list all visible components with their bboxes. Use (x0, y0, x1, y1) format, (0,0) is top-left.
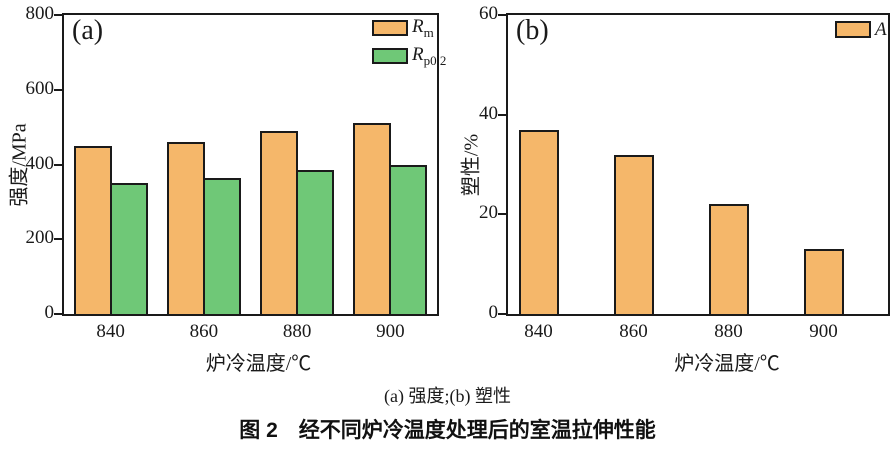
y-axis-tick (54, 238, 62, 241)
caption-subtitle: (a) 强度;(b) 塑性 (384, 386, 511, 406)
x-tick-label: 840 (96, 321, 125, 342)
x-tick-label: 900 (376, 321, 405, 342)
bar (518, 129, 559, 314)
y-tick-label: 0 (44, 302, 55, 323)
y-tick-label: 40 (479, 102, 498, 124)
caption-title: 图 2 经不同炉冷温度处理后的室温拉伸性能 (239, 419, 656, 442)
x-tick-label: 900 (809, 321, 838, 342)
y-tick-label: 200 (25, 227, 55, 249)
bar (73, 145, 112, 314)
bar (260, 130, 299, 314)
legend-item: Rm (372, 17, 446, 39)
y-tick-label: 0 (488, 302, 499, 323)
panel-label-b: (b) (516, 15, 549, 46)
legend: Rm Rp0.2 (372, 17, 446, 73)
legend-swatch (372, 19, 408, 36)
legend: A (835, 20, 887, 45)
y-tick-label: 600 (25, 77, 55, 99)
y-axis-title-b: 塑性/% (460, 133, 483, 196)
bar (296, 170, 335, 314)
legend-label: Rp0.2 (412, 43, 447, 68)
y-axis-tick (54, 88, 62, 91)
y-axis-tick (498, 213, 506, 216)
y-axis-tick (54, 163, 62, 166)
plot-area-b: (b) 塑性/% 炉冷温度/℃ 0 20 40 60 840 860 880 900 A (461, 3, 890, 375)
x-axis-title-a: 炉冷温度/℃ (205, 353, 312, 375)
y-axis-tick (54, 14, 62, 16)
y-tick-label: 60 (479, 3, 498, 24)
legend-swatch (835, 21, 871, 38)
legend-swatch (372, 47, 408, 64)
x-tick-label: 880 (714, 321, 743, 342)
x-tick-label: 840 (524, 321, 553, 342)
y-tick-label: 400 (25, 152, 55, 174)
y-tick-label: 20 (479, 202, 498, 224)
y-axis-tick (498, 14, 506, 16)
bar (708, 204, 749, 314)
plot-area-a: (a) 强度/MPa 炉冷温度/℃ 0 200 400 600 800 840 860 880… (9, 3, 447, 375)
legend-item: Rp0.2 (372, 45, 446, 67)
bar (613, 154, 654, 314)
x-tick-label: 860 (189, 321, 219, 342)
x-tick-label: 880 (282, 321, 312, 342)
legend-label: Rm (412, 16, 434, 40)
x-tick-label: 860 (619, 321, 648, 342)
bar (353, 123, 392, 314)
panel-label-a: (a) (72, 15, 104, 46)
y-axis-tick (498, 313, 506, 315)
x-axis-title-b: 炉冷温度/℃ (674, 353, 780, 375)
y-tick-label: 800 (25, 3, 55, 24)
legend-item: A (835, 20, 887, 39)
bar (109, 183, 148, 314)
y-axis-tick (54, 313, 62, 315)
bar (803, 249, 844, 314)
y-axis-tick (498, 113, 506, 116)
bar (389, 164, 428, 314)
bar (202, 177, 241, 314)
bar (166, 142, 205, 314)
legend-label: A (875, 19, 887, 40)
